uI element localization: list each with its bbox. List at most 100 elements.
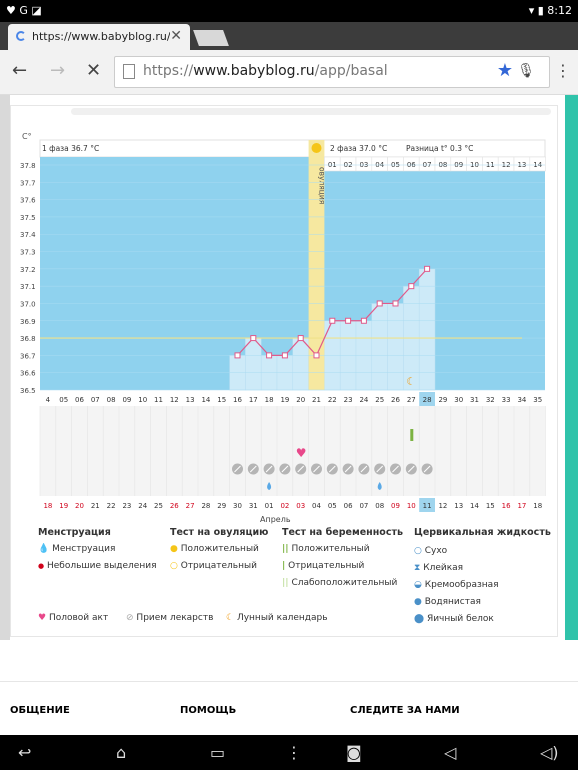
legend-item: ☾ Лунный календарь xyxy=(226,613,328,623)
ovulation-test-legend-title: Тест на овуляцию xyxy=(170,527,269,538)
menu-icon[interactable]: ⋮ xyxy=(555,61,571,80)
temperature-point[interactable] xyxy=(266,352,273,359)
bookmark-star-icon[interactable]: ★ xyxy=(496,60,513,81)
date-label: 02 xyxy=(280,502,289,510)
y-tick-label: 37.0 xyxy=(20,300,36,308)
date-label: 04 xyxy=(312,502,321,510)
temperature-point[interactable] xyxy=(392,300,399,307)
cycle-day-label: 05 xyxy=(59,396,68,404)
date-label: 30 xyxy=(233,502,242,510)
pill-stripe xyxy=(249,465,257,473)
footer-heading-help[interactable]: ПОМОЩЬ xyxy=(180,705,237,716)
menu-nav-icon[interactable]: ⋮ xyxy=(286,743,302,762)
recents-nav-icon[interactable]: ▭ xyxy=(210,743,226,762)
pill-stripe xyxy=(423,465,431,473)
date-label: 23 xyxy=(122,502,131,510)
temperature-point[interactable] xyxy=(360,317,367,324)
close-tab-icon[interactable]: ✕ xyxy=(170,28,182,44)
legend-item: ● Небольшие выделения xyxy=(38,561,157,571)
new-tab-button[interactable] xyxy=(193,30,229,46)
legend-item: ⬤ Яичный белок xyxy=(414,614,494,624)
pill-stripe xyxy=(265,465,273,473)
legend-item: ● Водянистая xyxy=(414,597,481,607)
right-sidebar-tab[interactable] xyxy=(565,95,578,640)
home-nav-icon[interactable]: ⌂ xyxy=(116,743,127,762)
legend-item: ♥ Половой акт xyxy=(38,613,109,623)
y-tick-label: 37.3 xyxy=(20,249,36,257)
pill-stripe xyxy=(281,465,289,473)
cycle-day-label: 33 xyxy=(502,396,511,404)
egg-white-icon: ⬤ xyxy=(414,614,425,624)
legend-item: ○ Отрицательный xyxy=(170,561,257,571)
volume-down-icon[interactable]: ◁ xyxy=(444,743,457,762)
chart-scrollbar[interactable] xyxy=(71,108,551,115)
screenshot-nav-icon[interactable]: ◙ xyxy=(346,743,362,762)
cycle-day-label: 30 xyxy=(454,396,463,404)
temperature-point[interactable] xyxy=(424,265,431,272)
cervical-fluid-icon xyxy=(267,482,272,490)
today-marker xyxy=(419,392,435,406)
date-label: 09 xyxy=(391,502,400,510)
y-tick-label: 36.8 xyxy=(20,335,36,343)
cycle-day-label: 25 xyxy=(375,396,384,404)
y-tick-label: 37.1 xyxy=(20,283,36,291)
date-label: 10 xyxy=(407,502,416,510)
cycle-day-label: 14 xyxy=(201,396,210,404)
date-label: 19 xyxy=(59,502,68,510)
tab-strip: https://www.babyblog.ru/app/ ✕ xyxy=(0,22,578,50)
footer-heading-community[interactable]: ОБЩЕНИЕ xyxy=(10,705,70,716)
forward-icon[interactable]: → xyxy=(50,60,66,81)
footer-heading-follow[interactable]: СЛЕДИТЕ ЗА НАМИ xyxy=(350,705,460,716)
cycle-day-label: 18 xyxy=(265,396,274,404)
temperature-point[interactable] xyxy=(234,352,241,359)
volume-up-icon[interactable]: ◁) xyxy=(540,743,559,762)
cycle-day-label: 26 xyxy=(391,396,400,404)
left-gutter xyxy=(0,95,10,640)
browser-toolbar: ← → ✕ https://www.babyblog.ru/app/basal … xyxy=(0,50,578,95)
one-line-icon: | xyxy=(282,561,286,571)
date-label: 12 xyxy=(438,502,447,510)
pill-stripe xyxy=(407,465,415,473)
phase1-label: 1 фаза 36.7 °C xyxy=(42,144,99,153)
ovulation-label: овуляция xyxy=(318,167,327,204)
status-bar: ♥ G ◪ ▾ ▮ 8:12 xyxy=(0,0,578,22)
browser-tab[interactable]: https://www.babyblog.ru/app/ ✕ xyxy=(8,24,190,50)
cycle-day-label: 12 xyxy=(170,396,179,404)
pill-stripe xyxy=(313,465,320,473)
cycle-day-label: 21 xyxy=(312,396,321,404)
back-icon[interactable]: ← xyxy=(12,60,28,81)
temperature-point[interactable] xyxy=(297,335,304,342)
cervical-fluid-legend-title: Цервикальная жидкость xyxy=(414,527,551,538)
legend-item: ⧗ Клейкая xyxy=(414,563,464,573)
temperature-point[interactable] xyxy=(408,283,415,290)
small-drop-icon: ● xyxy=(38,562,45,570)
chart-legend: Менструация 💧 Менструация ● Небольшие вы… xyxy=(0,95,578,735)
date-label: 11 xyxy=(423,502,432,510)
date-label: 18 xyxy=(533,502,542,510)
temperature-point[interactable] xyxy=(313,352,320,359)
temperature-point[interactable] xyxy=(376,300,383,307)
back-nav-icon[interactable]: ↩ xyxy=(18,743,32,762)
stop-icon[interactable]: ✕ xyxy=(86,60,102,81)
temperature-point[interactable] xyxy=(250,335,257,342)
date-label: 20 xyxy=(75,502,84,510)
microphone-icon[interactable]: 🎙 xyxy=(517,63,535,79)
cycle-day-label: 27 xyxy=(407,396,416,404)
legend-item: ○ Сухо xyxy=(414,546,448,556)
url-text: https://www.babyblog.ru/app/basal xyxy=(143,63,388,79)
temperature-point[interactable] xyxy=(345,317,352,324)
footer-divider xyxy=(0,681,578,682)
y-axis-unit: C° xyxy=(22,132,32,141)
date-label: 26 xyxy=(170,502,179,510)
address-bar[interactable]: https://www.babyblog.ru/app/basal ★ 🎙 ⋮ xyxy=(114,56,571,88)
temperature-point[interactable] xyxy=(329,317,336,324)
pregnancy-test-mark xyxy=(410,429,414,441)
pill-stripe xyxy=(392,465,399,473)
temperature-point[interactable] xyxy=(281,352,288,359)
pill-stripe xyxy=(360,465,368,473)
dry-icon: ○ xyxy=(414,546,422,556)
status-icons: ♥ G ◪ xyxy=(6,4,42,17)
y-tick-label: 37.8 xyxy=(20,162,36,170)
date-label: 03 xyxy=(296,502,305,510)
date-label: 07 xyxy=(359,502,368,510)
